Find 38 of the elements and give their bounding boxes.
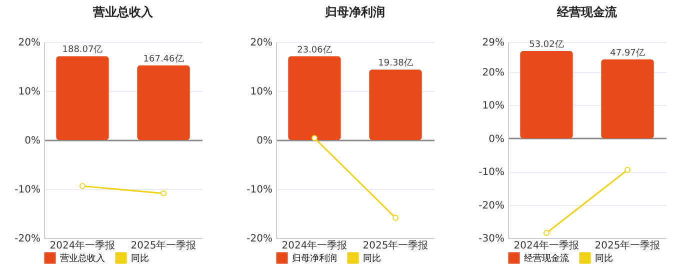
chart-title: 经营现金流 bbox=[556, 5, 618, 19]
legend-label: 同比 bbox=[595, 253, 613, 264]
chart-title: 营业总收入 bbox=[92, 5, 154, 19]
y-tick-label: 10% bbox=[250, 86, 272, 98]
y-tick-label: -20% bbox=[14, 234, 40, 244]
x-tick-label: 2024年一季报 bbox=[282, 240, 348, 252]
y-tick-label: -20% bbox=[246, 234, 272, 244]
y-tick-label: 20% bbox=[18, 38, 40, 48]
data-label: 53.02亿 bbox=[529, 39, 564, 50]
legend-label: 同比 bbox=[363, 253, 381, 264]
legend-label: 经营现金流 bbox=[524, 253, 569, 264]
x-tick-label: 2025年一季报 bbox=[362, 240, 428, 252]
y-tick-label: 0% bbox=[24, 136, 40, 146]
y-tick-label: 0% bbox=[256, 136, 272, 146]
chart-title: 归母净利润 bbox=[324, 5, 385, 19]
y-tick-label: -30% bbox=[478, 234, 504, 244]
data-label: 19.38亿 bbox=[378, 58, 413, 69]
x-tick-label: 2024年一季报 bbox=[50, 240, 116, 252]
data-label: 47.97亿 bbox=[610, 47, 645, 58]
legend-label: 同比 bbox=[131, 253, 149, 264]
x-tick-label: 2025年一季报 bbox=[594, 240, 660, 252]
data-label: 167.46亿 bbox=[143, 53, 184, 64]
y-tick-label: 10% bbox=[482, 100, 504, 112]
y-tick-label: 20% bbox=[250, 38, 272, 48]
y-tick-label: -10% bbox=[478, 167, 504, 178]
data-label: 188.07亿 bbox=[62, 44, 103, 56]
x-tick-label: 2024年一季报 bbox=[514, 240, 580, 252]
y-tick-label: 10% bbox=[18, 86, 40, 98]
legend-label: 归母净利润 bbox=[292, 253, 337, 264]
x-tick-label: 2025年一季报 bbox=[130, 240, 196, 252]
y-tick-label: -10% bbox=[246, 184, 272, 196]
legend-label: 营业总收入 bbox=[60, 253, 105, 264]
y-tick-label: -20% bbox=[478, 200, 504, 212]
y-tick-label: 20% bbox=[482, 67, 504, 78]
y-tick-label: 0% bbox=[488, 134, 504, 145]
data-label: 23.06亿 bbox=[297, 44, 332, 56]
y-tick-label: -10% bbox=[14, 184, 40, 196]
y-tick-label: 29% bbox=[482, 38, 504, 48]
